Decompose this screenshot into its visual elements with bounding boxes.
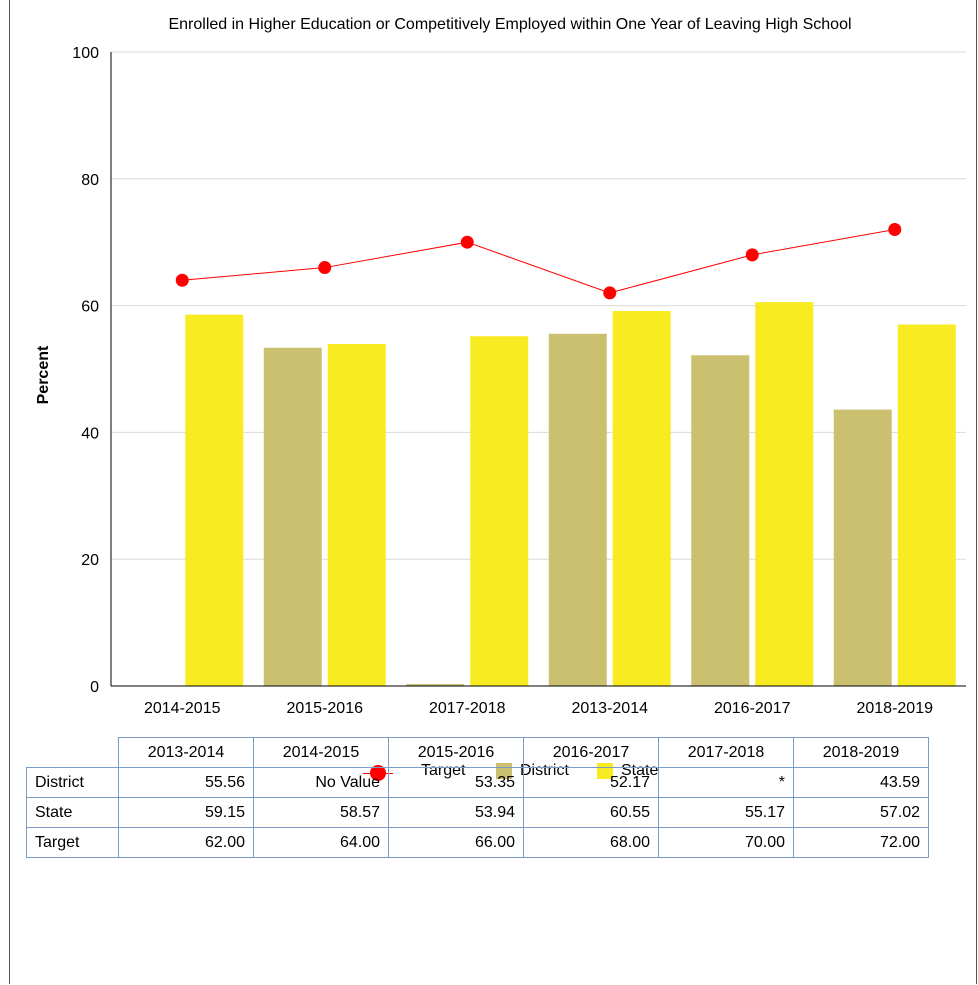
bar-district-2015-2016 — [263, 347, 322, 686]
y-tick-label: 0 — [90, 679, 99, 696]
table-cell: 59.15 — [118, 797, 254, 828]
point-target-2015-2016 — [318, 261, 332, 275]
table-column-header: 2014-2015 — [253, 737, 389, 768]
bar-state-2013-2014 — [612, 310, 671, 686]
table-cell: * — [658, 767, 794, 798]
table-cell: No Value — [253, 767, 389, 798]
table-row-label: District — [26, 767, 119, 798]
bar-state-2017-2018 — [470, 336, 529, 686]
table-cell: 66.00 — [388, 827, 524, 858]
table-cell: 55.56 — [118, 767, 254, 798]
table-cell: 72.00 — [793, 827, 929, 858]
y-tick-label: 40 — [81, 425, 99, 442]
y-axis-label: Percent — [35, 345, 52, 404]
bar-district-2016-2017 — [691, 355, 750, 686]
point-target-2014-2015 — [175, 273, 189, 287]
y-tick-label: 60 — [81, 299, 99, 316]
table-cell: 43.59 — [793, 767, 929, 798]
table-column-header: 2017-2018 — [658, 737, 794, 768]
table-column-header: 2016-2017 — [523, 737, 659, 768]
x-tick-label: 2013-2014 — [571, 700, 648, 717]
table-row: Target 62.00 64.00 66.00 68.00 70.00 72.… — [26, 827, 929, 858]
point-target-2018-2019 — [888, 223, 902, 237]
table-column-header: 2015-2016 — [388, 737, 524, 768]
table-column-header: 2013-2014 — [118, 737, 254, 768]
table-cell: 70.00 — [658, 827, 794, 858]
table-column-header: 2018-2019 — [793, 737, 929, 768]
x-tick-label: 2018-2019 — [856, 700, 933, 717]
x-tick-label: 2014-2015 — [144, 700, 221, 717]
table-corner — [26, 737, 119, 768]
table-cell: 57.02 — [793, 797, 929, 828]
table-header-row: 2013-2014 2014-2015 2015-2016 2016-2017 … — [26, 737, 929, 768]
data-table: 2013-2014 2014-2015 2015-2016 2016-2017 … — [26, 737, 929, 858]
point-target-2013-2014 — [603, 286, 617, 300]
y-tick-label: 20 — [81, 552, 99, 569]
point-target-2016-2017 — [745, 248, 759, 262]
table-cell: 68.00 — [523, 827, 659, 858]
chart-title: Enrolled in Higher Education or Competit… — [168, 16, 852, 33]
table-cell: 55.17 — [658, 797, 794, 828]
x-tick-label: 2016-2017 — [714, 700, 791, 717]
x-tick-label: 2015-2016 — [286, 700, 363, 717]
y-tick-label: 80 — [81, 172, 99, 189]
bar-district-2017-2018 — [406, 684, 465, 686]
table-cell: 58.57 — [253, 797, 389, 828]
gridlines — [111, 51, 966, 560]
chart-frame — [9, 0, 977, 984]
x-tick-label: 2017-2018 — [429, 700, 506, 717]
bar-state-2014-2015 — [185, 314, 244, 686]
target-line — [175, 223, 902, 300]
point-target-2017-2018 — [460, 235, 474, 249]
table-row-label: State — [26, 797, 119, 828]
bar-district-2018-2019 — [833, 409, 892, 686]
table-row: District 55.56 No Value 53.35 52.17 * 43… — [26, 767, 929, 798]
table-row-label: Target — [26, 827, 119, 858]
bars — [185, 302, 956, 686]
y-tick-label: 100 — [72, 45, 99, 62]
bar-district-2013-2014 — [548, 333, 607, 686]
table-cell: 62.00 — [118, 827, 254, 858]
bar-state-2018-2019 — [897, 324, 956, 686]
table-cell: 52.17 — [523, 767, 659, 798]
bar-state-2016-2017 — [755, 302, 814, 686]
tick-labels: 0 20 40 60 80 100 2014-2015 2015-2016 2017-2018 2… — [72, 45, 933, 717]
series-line-target — [182, 229, 895, 294]
bar-state-2015-2016 — [327, 344, 386, 686]
table-cell: 53.94 — [388, 797, 524, 828]
axes — [110, 52, 966, 687]
table-row: State 59.15 58.57 53.94 60.55 55.17 57.0… — [26, 797, 929, 828]
table-cell: 64.00 — [253, 827, 389, 858]
chart-plot: 0 20 40 60 80 100 2014-2015 2015-2016 2017-2018 2… — [35, 45, 966, 717]
table-cell: 53.35 — [388, 767, 524, 798]
table-cell: 60.55 — [523, 797, 659, 828]
